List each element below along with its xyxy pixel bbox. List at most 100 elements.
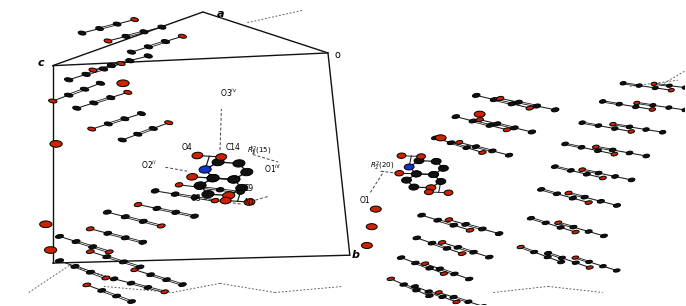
- Ellipse shape: [416, 154, 425, 159]
- Ellipse shape: [652, 86, 659, 90]
- Ellipse shape: [506, 153, 512, 157]
- Ellipse shape: [172, 210, 180, 215]
- Ellipse shape: [474, 111, 485, 117]
- Ellipse shape: [600, 176, 606, 180]
- Ellipse shape: [397, 153, 406, 159]
- Ellipse shape: [83, 283, 91, 287]
- Ellipse shape: [470, 250, 477, 254]
- Ellipse shape: [86, 270, 95, 274]
- Ellipse shape: [626, 125, 632, 129]
- Ellipse shape: [56, 259, 64, 263]
- Ellipse shape: [667, 84, 672, 88]
- Ellipse shape: [113, 294, 121, 298]
- Ellipse shape: [489, 149, 496, 153]
- Ellipse shape: [651, 82, 657, 86]
- Ellipse shape: [96, 81, 105, 85]
- Ellipse shape: [682, 86, 686, 89]
- Ellipse shape: [666, 106, 672, 109]
- Ellipse shape: [207, 174, 219, 182]
- Ellipse shape: [139, 219, 147, 223]
- Ellipse shape: [530, 250, 538, 254]
- Ellipse shape: [366, 224, 377, 230]
- Ellipse shape: [88, 127, 95, 131]
- Ellipse shape: [585, 230, 592, 233]
- Ellipse shape: [72, 240, 80, 244]
- Ellipse shape: [78, 31, 86, 35]
- Ellipse shape: [425, 294, 433, 298]
- Ellipse shape: [412, 171, 421, 177]
- Ellipse shape: [452, 115, 460, 118]
- Text: O3$^{iv}$: O3$^{iv}$: [220, 87, 237, 99]
- Ellipse shape: [431, 159, 441, 164]
- Ellipse shape: [584, 172, 590, 176]
- Ellipse shape: [557, 226, 564, 229]
- Ellipse shape: [86, 250, 94, 253]
- Ellipse shape: [514, 100, 522, 104]
- Ellipse shape: [472, 145, 480, 148]
- Ellipse shape: [149, 127, 157, 130]
- Ellipse shape: [176, 183, 182, 187]
- Ellipse shape: [486, 255, 493, 259]
- Ellipse shape: [387, 277, 394, 281]
- Ellipse shape: [628, 130, 635, 133]
- Ellipse shape: [144, 285, 152, 289]
- Ellipse shape: [572, 256, 578, 259]
- Ellipse shape: [480, 304, 487, 306]
- Ellipse shape: [131, 268, 139, 272]
- Ellipse shape: [401, 177, 412, 183]
- Ellipse shape: [108, 63, 115, 68]
- Ellipse shape: [450, 295, 457, 299]
- Ellipse shape: [412, 261, 419, 265]
- Ellipse shape: [56, 234, 63, 238]
- Ellipse shape: [628, 178, 635, 182]
- Ellipse shape: [134, 132, 142, 136]
- Ellipse shape: [104, 210, 111, 214]
- Ellipse shape: [528, 216, 534, 220]
- Ellipse shape: [611, 152, 618, 156]
- Ellipse shape: [428, 241, 436, 245]
- Ellipse shape: [567, 169, 574, 172]
- Ellipse shape: [425, 290, 432, 293]
- Ellipse shape: [220, 197, 231, 204]
- Ellipse shape: [554, 192, 560, 196]
- Ellipse shape: [137, 112, 145, 116]
- Ellipse shape: [172, 192, 179, 196]
- Ellipse shape: [45, 247, 57, 253]
- Ellipse shape: [600, 265, 606, 268]
- Ellipse shape: [104, 231, 112, 235]
- Ellipse shape: [191, 195, 199, 200]
- Ellipse shape: [517, 245, 524, 249]
- Ellipse shape: [107, 96, 115, 100]
- Ellipse shape: [438, 165, 449, 171]
- Ellipse shape: [544, 256, 552, 259]
- Ellipse shape: [429, 172, 438, 177]
- Ellipse shape: [447, 141, 455, 144]
- Ellipse shape: [64, 93, 73, 97]
- Ellipse shape: [579, 121, 585, 125]
- Ellipse shape: [165, 121, 173, 125]
- Ellipse shape: [50, 140, 62, 147]
- Ellipse shape: [682, 108, 686, 112]
- Ellipse shape: [620, 81, 626, 85]
- Ellipse shape: [562, 142, 569, 146]
- Text: o: o: [335, 50, 341, 60]
- Ellipse shape: [526, 106, 534, 110]
- Ellipse shape: [126, 58, 134, 63]
- Ellipse shape: [425, 189, 434, 195]
- Ellipse shape: [440, 272, 448, 275]
- Ellipse shape: [139, 240, 147, 244]
- Ellipse shape: [581, 195, 588, 199]
- Ellipse shape: [443, 247, 451, 250]
- Ellipse shape: [191, 214, 198, 218]
- Ellipse shape: [413, 236, 421, 240]
- Ellipse shape: [136, 265, 144, 269]
- Ellipse shape: [192, 152, 203, 159]
- Ellipse shape: [196, 185, 203, 189]
- Ellipse shape: [163, 278, 170, 282]
- Ellipse shape: [99, 67, 108, 71]
- Ellipse shape: [593, 145, 599, 149]
- Ellipse shape: [134, 203, 142, 207]
- Ellipse shape: [73, 106, 81, 110]
- Ellipse shape: [538, 188, 545, 191]
- Ellipse shape: [122, 34, 130, 39]
